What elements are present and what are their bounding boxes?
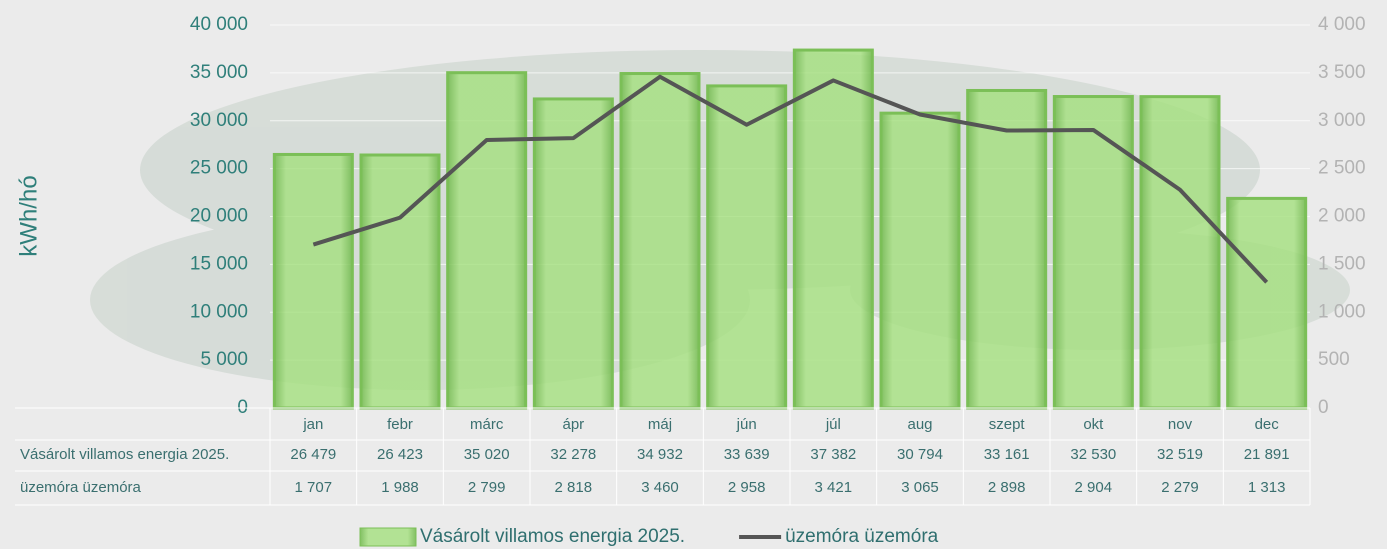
table-cell: 26 423	[377, 446, 423, 463]
table-cell: 32 519	[1157, 446, 1203, 463]
y2-tick-label: 1 000	[1318, 301, 1366, 322]
table-cell: 21 891	[1244, 446, 1290, 463]
x-tick-label: okt	[1083, 416, 1104, 433]
y2-tick-label: 1 500	[1318, 253, 1366, 274]
bar	[1139, 95, 1221, 410]
line	[312, 74, 1269, 284]
table-cell: 34 932	[637, 446, 683, 463]
bar	[272, 152, 354, 410]
bar	[879, 111, 961, 410]
x-tick-label: ápr	[562, 416, 584, 433]
x-tick-label: jún	[736, 416, 757, 433]
legend-swatch	[359, 527, 417, 547]
y-tick-label: 25 000	[190, 158, 248, 179]
table-cell: 3 421	[815, 479, 853, 496]
bar	[359, 153, 441, 410]
y-tick-label: 15 000	[190, 253, 248, 274]
table-cell: 26 479	[290, 446, 336, 463]
x-tick-label: márc	[470, 416, 504, 433]
y2-tick-label: 2 000	[1318, 206, 1366, 227]
bar	[1052, 95, 1134, 410]
table-cell: 2 898	[988, 479, 1026, 496]
table-cell: 2 958	[728, 479, 766, 496]
bar	[1226, 196, 1308, 410]
bar	[792, 48, 874, 410]
legend-label: üzemóra üzemóra	[785, 526, 939, 547]
y2-tick-label: 3 000	[1318, 110, 1366, 131]
table-cell: 33 639	[724, 446, 770, 463]
table-cell: 3 065	[901, 479, 939, 496]
table-cell: 30 794	[897, 446, 943, 463]
bar	[706, 84, 788, 410]
table-cell: 32 530	[1070, 446, 1116, 463]
table-cell: 2 279	[1161, 479, 1199, 496]
x-tick-label: jan	[302, 416, 323, 433]
y-axis-label: kWh/hó	[15, 175, 42, 256]
y2-tick-label: 0	[1318, 397, 1329, 418]
bar	[619, 72, 701, 410]
bar	[446, 71, 528, 410]
y2-tick-label: 4 000	[1318, 14, 1366, 35]
y-tick-label: 35 000	[190, 62, 248, 83]
x-tick-label: máj	[648, 416, 672, 433]
x-tick-label: dec	[1255, 416, 1280, 433]
bar	[532, 97, 614, 410]
table-row-header: Vásárolt villamos energia 2025.	[20, 446, 229, 463]
table-cell: 2 818	[555, 479, 593, 496]
x-tick-label: szept	[989, 416, 1026, 433]
y2-tick-label: 500	[1318, 349, 1350, 370]
y-tick-label: 40 000	[190, 14, 248, 35]
table-cell: 32 278	[550, 446, 596, 463]
y-tick-label: 30 000	[190, 110, 248, 131]
table-cell: 35 020	[464, 446, 510, 463]
y-tick-label: 10 000	[190, 301, 248, 322]
table-cell: 1 313	[1248, 479, 1286, 496]
table-row-header: üzemóra üzemóra	[20, 479, 142, 496]
x-tick-label: júl	[825, 416, 841, 433]
y2-tick-label: 2 500	[1318, 158, 1366, 179]
legend-label: Vásárolt villamos energia 2025.	[420, 526, 685, 547]
y-tick-label: 20 000	[190, 206, 248, 227]
table-cell: 1 988	[381, 479, 419, 496]
bar	[966, 88, 1048, 410]
x-tick-label: nov	[1168, 416, 1193, 433]
y-tick-label: 5 000	[200, 349, 248, 370]
table-cell: 3 460	[641, 479, 679, 496]
x-tick-label: aug	[907, 416, 932, 433]
table-cell: 2 799	[468, 479, 506, 496]
table-cell: 37 382	[810, 446, 856, 463]
x-tick-label: febr	[387, 416, 413, 433]
table-cell: 33 161	[984, 446, 1030, 463]
y2-tick-label: 3 500	[1318, 62, 1366, 83]
table-cell: 1 707	[295, 479, 333, 496]
table-cell: 2 904	[1075, 479, 1113, 496]
